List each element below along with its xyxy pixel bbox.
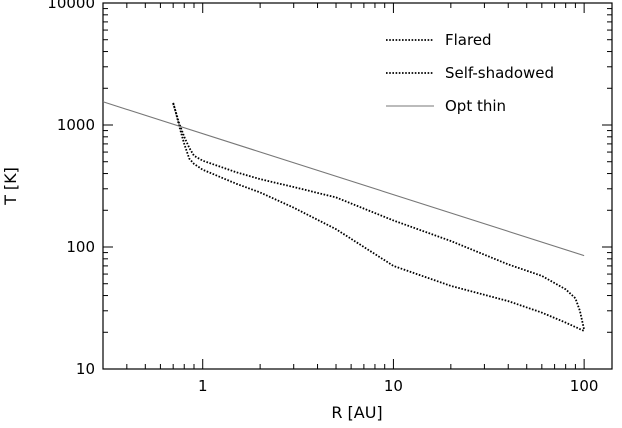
y-tick-label: 1000	[57, 116, 95, 134]
legend-label: Flared	[445, 31, 492, 49]
y-tick-label: 10	[76, 360, 95, 378]
legend: Flared Self-shadowed Opt thin	[386, 31, 554, 115]
series-line-flared	[172, 103, 586, 330]
x-tick-label: 100	[570, 377, 599, 395]
plot-frame	[102, 2, 613, 370]
y-axis-title: T [K]	[1, 167, 20, 206]
legend-label: Self-shadowed	[445, 64, 554, 82]
x-tick-label: 10	[384, 377, 403, 395]
y-tick-label: 10000	[47, 0, 95, 12]
series-line-opt-thin	[102, 101, 585, 257]
y-tick-label: 100	[66, 238, 95, 256]
legend-label: Opt thin	[445, 97, 506, 115]
x-axis-title: R [AU]	[331, 403, 382, 422]
series-lines	[102, 101, 586, 332]
x-tick-label: 1	[198, 377, 208, 395]
series-line-self-shadowed	[172, 102, 585, 332]
axis-ticks: 1 10 100 10 100 1000 10000	[47, 0, 612, 395]
